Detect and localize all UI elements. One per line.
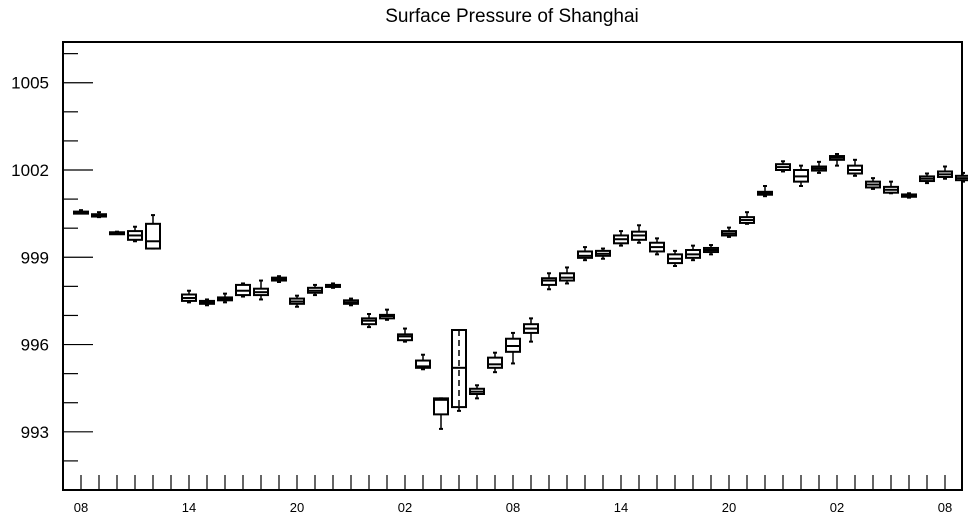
box-iqr — [145, 222, 161, 250]
x-tick-label: 02 — [398, 500, 412, 515]
y-tick-label: 999 — [21, 248, 49, 267]
x-tick-label: 08 — [74, 500, 88, 515]
x-tick-label: 20 — [722, 500, 736, 515]
plot-area: 993 996 999 1002 1005 08 14 20 02 08 14 20 02 08 — [11, 41, 968, 515]
y-tick-label: 996 — [21, 336, 49, 355]
x-tick-label: 02 — [830, 500, 844, 515]
x-tick-label: 14 — [614, 500, 628, 515]
box-iqr — [487, 356, 503, 369]
y-tick-label: 993 — [21, 423, 49, 442]
y-tick-label: 1002 — [11, 161, 49, 180]
x-tick-label: 08 — [938, 500, 952, 515]
box-iqr — [541, 277, 557, 286]
chart-title: Surface Pressure of Shanghai — [385, 6, 639, 27]
box-iqr — [433, 397, 449, 416]
x-tick-label: 08 — [506, 500, 520, 515]
x-tick-label: 20 — [290, 500, 304, 515]
x-tick-label: 14 — [182, 500, 196, 515]
y-tick-label: 1005 — [11, 74, 49, 93]
box-iqr — [577, 250, 593, 259]
plot-frame — [62, 41, 963, 491]
box-iqr — [415, 359, 431, 369]
